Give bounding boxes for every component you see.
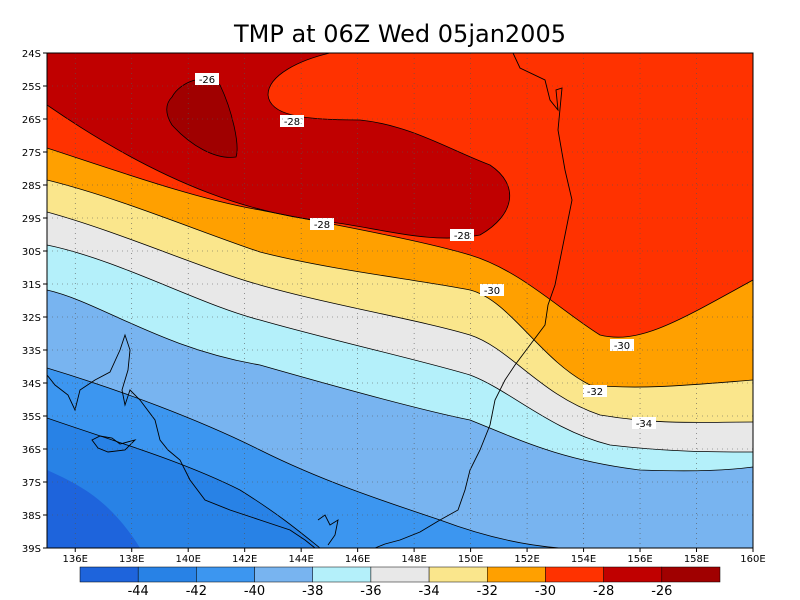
y-tick-label: 29S: [22, 214, 41, 225]
colorbar-label: -38: [302, 584, 323, 599]
x-tick-label: 148E: [401, 554, 426, 565]
y-tick-label: 36S: [22, 445, 41, 456]
contour-label: -28: [280, 115, 304, 128]
coastline: [374, 53, 573, 548]
y-tick-label: 28S: [22, 181, 41, 192]
colorbar-swatch: [79, 566, 139, 583]
band-minus-26: [47, 53, 510, 239]
y-tick-label: 33S: [22, 346, 41, 357]
longitude-ticks: 136E 138E 140E 142E 144E 146E 148E 150E 152E 154E…: [63, 548, 766, 565]
gulf-coast: [91, 435, 137, 453]
svg-text:-28: -28: [284, 117, 300, 128]
x-tick-label: 156E: [627, 554, 652, 565]
y-tick-label: 34S: [22, 379, 41, 390]
x-tick-label: 138E: [119, 554, 144, 565]
colorbar-label: -40: [244, 584, 265, 599]
y-tick-label: 24S: [22, 49, 41, 60]
colorbar-label: -26: [651, 584, 672, 599]
colorbar-swatch: [661, 566, 721, 583]
contour-label: -30: [610, 339, 634, 352]
map-title: TMP at 06Z Wed 05jan2005: [233, 20, 566, 48]
x-tick-label: 154E: [571, 554, 596, 565]
x-tick-label: 146E: [345, 554, 370, 565]
x-tick-label: 150E: [458, 554, 483, 565]
svg-text:-34: -34: [636, 419, 652, 430]
colorbar-swatch: [603, 566, 663, 583]
x-tick-label: 140E: [175, 554, 200, 565]
colorbar-swatch: [254, 566, 313, 583]
svg-text:-32: -32: [587, 387, 603, 398]
x-tick-label: 160E: [740, 554, 765, 565]
band-minus-24: [166, 78, 238, 158]
coastline-south: [47, 333, 316, 548]
svg-text:-30: -30: [614, 341, 630, 352]
latitude-ticks: 24S 25S 26S 27S 28S 29S 30S 31S 32S 33S 34S 35S 36S 3…: [22, 49, 47, 555]
colorbar-label: -44: [128, 584, 149, 599]
colorbar-swatch: [137, 566, 197, 583]
colorbar-swatch: [370, 566, 430, 583]
y-tick-label: 37S: [22, 478, 41, 489]
colorbar-label: -34: [418, 584, 439, 599]
contour-label: -34: [632, 417, 656, 430]
colorbar-label: -30: [535, 584, 556, 599]
colorbar-label: -36: [360, 584, 381, 599]
contour-label: -32: [583, 385, 607, 398]
svg-text:-28: -28: [314, 220, 330, 231]
colorbar-swatch: [196, 566, 255, 583]
contour-label-group: -26 -28 -28 -28 -30 -30 -32 -34: [195, 73, 656, 430]
contour-label: -30: [480, 284, 504, 297]
contour-label: -26: [195, 73, 219, 86]
colorbar-label: -28: [593, 584, 614, 599]
y-tick-label: 32S: [22, 313, 41, 324]
y-tick-label: 26S: [22, 115, 41, 126]
bass-strait-coast: [317, 514, 339, 546]
svg-text:-30: -30: [484, 286, 500, 297]
svg-text:-28: -28: [454, 231, 470, 242]
colorbar-label: -42: [186, 584, 207, 599]
temperature-field: [47, 53, 753, 548]
colorbar-label: -32: [477, 584, 498, 599]
y-tick-label: 25S: [22, 82, 41, 93]
y-tick-label: 35S: [22, 412, 41, 423]
y-tick-label: 27S: [22, 148, 41, 159]
contour-lines: [47, 53, 753, 548]
y-tick-label: 30S: [22, 247, 41, 258]
x-tick-label: 152E: [514, 554, 539, 565]
x-tick-label: 158E: [684, 554, 709, 565]
svg-text:-26: -26: [199, 75, 215, 86]
colorbar-swatch: [545, 566, 604, 583]
contour-label: -28: [310, 218, 334, 231]
map-frame: [46, 52, 754, 549]
x-tick-label: 142E: [232, 554, 257, 565]
y-tick-label: 38S: [22, 511, 41, 522]
colorbar: -44 -42 -40 -38 -36 -34 -32 -30 -28 -26: [79, 566, 721, 599]
colorbar-swatch: [428, 566, 488, 583]
y-tick-label: 31S: [22, 280, 41, 291]
colorbar-swatch: [312, 566, 372, 583]
colorbar-swatch: [487, 566, 546, 583]
contour-label: -28: [450, 229, 474, 242]
y-tick-label: 39S: [22, 544, 41, 555]
band-minus-44: [47, 470, 140, 548]
x-tick-label: 136E: [63, 554, 88, 565]
x-tick-label: 144E: [288, 554, 313, 565]
